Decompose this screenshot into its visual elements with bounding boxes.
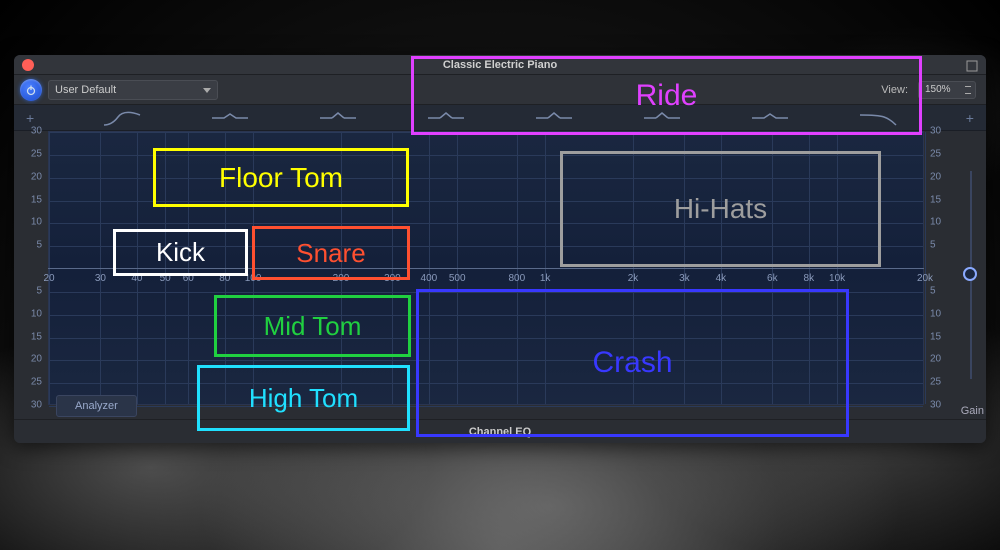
x-tick-label: 200 bbox=[333, 273, 350, 284]
zero-db-line bbox=[48, 268, 924, 269]
x-tick-label: 2k bbox=[628, 273, 639, 284]
highshelf-band-icon[interactable] bbox=[750, 109, 790, 127]
y-tick-label: 5 bbox=[36, 285, 42, 296]
y-tick-label: 15 bbox=[930, 331, 941, 342]
zoom-dropdown[interactable]: 150% bbox=[918, 81, 976, 99]
x-tick-label: 8k bbox=[804, 273, 815, 284]
y-tick-label: 30 bbox=[930, 400, 941, 411]
bell4-band-icon[interactable] bbox=[642, 109, 682, 127]
x-tick-label: 60 bbox=[183, 273, 194, 284]
x-tick-label: 3k bbox=[679, 273, 690, 284]
y-tick-label: 30 bbox=[31, 400, 42, 411]
y-tick-label: 25 bbox=[930, 377, 941, 388]
bell1-band-icon[interactable] bbox=[318, 109, 358, 127]
x-tick-label: 1k bbox=[540, 273, 551, 284]
bell3-band-icon[interactable] bbox=[534, 109, 574, 127]
plugin-footer: Channel EQ bbox=[14, 419, 986, 443]
preset-dropdown[interactable]: User Default bbox=[48, 80, 218, 100]
x-tick-label: 10k bbox=[829, 273, 845, 284]
x-tick-label: 100 bbox=[245, 273, 262, 284]
y-tick-label: 5 bbox=[930, 285, 936, 296]
expand-icon[interactable] bbox=[966, 59, 978, 71]
highcut-band-icon[interactable] bbox=[858, 109, 898, 127]
gain-slider-thumb[interactable] bbox=[963, 267, 977, 281]
y-tick-label: 20 bbox=[930, 354, 941, 365]
window-title: Classic Electric Piano bbox=[14, 59, 986, 71]
x-tick-label: 400 bbox=[421, 273, 438, 284]
plugin-window: Classic Electric Piano User Default View… bbox=[14, 55, 986, 443]
y-tick-label: 5 bbox=[36, 240, 42, 251]
gain-label: Gain bbox=[961, 405, 984, 417]
y-tick-label: 10 bbox=[31, 217, 42, 228]
titlebar: Classic Electric Piano bbox=[14, 55, 986, 75]
lowcut-band-icon[interactable] bbox=[102, 109, 142, 127]
y-tick-label: 20 bbox=[31, 171, 42, 182]
preset-value: User Default bbox=[55, 84, 116, 96]
add-high-band-icon[interactable]: + bbox=[966, 110, 974, 126]
y-tick-label: 10 bbox=[930, 217, 941, 228]
x-tick-label: 6k bbox=[767, 273, 778, 284]
x-tick-label: 30 bbox=[95, 273, 106, 284]
y-tick-label: 30 bbox=[930, 126, 941, 137]
x-tick-label: 40 bbox=[131, 273, 142, 284]
x-tick-label: 4k bbox=[716, 273, 727, 284]
y-tick-label: 5 bbox=[930, 240, 936, 251]
x-tick-label: 800 bbox=[508, 273, 525, 284]
y-tick-label: 25 bbox=[930, 148, 941, 159]
lowshelf-band-icon[interactable] bbox=[210, 109, 250, 127]
x-tick-label: 20k bbox=[917, 273, 933, 284]
x-tick-label: 300 bbox=[384, 273, 401, 284]
band-selector-row: + + bbox=[14, 105, 986, 131]
y-tick-label: 15 bbox=[31, 331, 42, 342]
x-tick-label: 50 bbox=[160, 273, 171, 284]
y-tick-label: 15 bbox=[930, 194, 941, 205]
y-tick-label: 30 bbox=[31, 126, 42, 137]
y-tick-label: 10 bbox=[31, 308, 42, 319]
gain-slider[interactable] bbox=[970, 171, 972, 379]
analyzer-button[interactable]: Analyzer bbox=[56, 395, 137, 417]
y-tick-label: 20 bbox=[31, 354, 42, 365]
y-tick-label: 15 bbox=[31, 194, 42, 205]
view-label: View: bbox=[881, 84, 908, 96]
x-tick-label: 20 bbox=[43, 273, 54, 284]
y-axis-left: 3025201510551015202530 bbox=[14, 131, 46, 405]
y-tick-label: 10 bbox=[930, 308, 941, 319]
bell2-band-icon[interactable] bbox=[426, 109, 466, 127]
x-tick-label: 500 bbox=[449, 273, 466, 284]
zoom-value: 150% bbox=[925, 84, 951, 95]
x-tick-label: 80 bbox=[219, 273, 230, 284]
gain-column bbox=[956, 131, 986, 419]
y-axis-right: 3025201510551015202530 bbox=[926, 131, 954, 405]
eq-graph-area[interactable]: 30 25 20 15 10 5 5 10 15 20 25 30 30 25 20 15 10 5 5 10 15 2… bbox=[14, 131, 986, 419]
toolbar: User Default View: 150% bbox=[14, 75, 986, 105]
add-low-band-icon[interactable]: + bbox=[26, 110, 34, 126]
y-tick-label: 20 bbox=[930, 171, 941, 182]
y-tick-label: 25 bbox=[31, 377, 42, 388]
y-tick-label: 25 bbox=[31, 148, 42, 159]
power-button[interactable] bbox=[20, 79, 42, 101]
